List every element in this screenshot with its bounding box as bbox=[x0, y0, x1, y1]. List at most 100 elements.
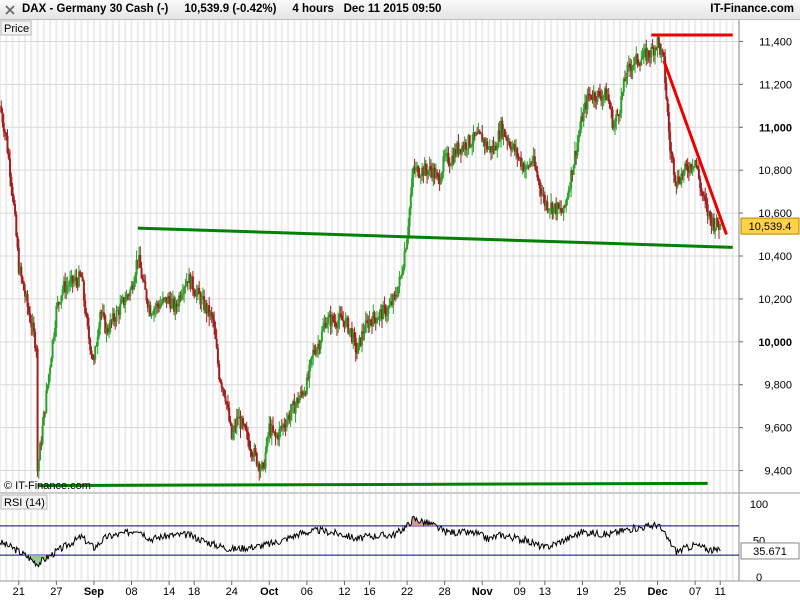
candle-body bbox=[454, 149, 457, 155]
x-tick-label: Nov bbox=[472, 586, 494, 598]
x-axis-labels: 21 27 Sep 08 14 18 24 Oct 06 12 16 22 28 Nov 09 13 19 25 D… bbox=[13, 581, 726, 598]
candle-body bbox=[24, 290, 27, 297]
candle-body bbox=[277, 435, 280, 440]
candle-body bbox=[99, 311, 102, 328]
candle-body bbox=[706, 204, 709, 216]
candle-body bbox=[426, 170, 429, 175]
candle-body bbox=[90, 350, 93, 355]
candle-body bbox=[521, 163, 524, 167]
candle-body bbox=[159, 304, 162, 309]
candle-body bbox=[610, 108, 613, 110]
candle-body bbox=[109, 320, 112, 332]
candle-body bbox=[667, 112, 670, 132]
candle-body bbox=[421, 167, 424, 177]
candle-body bbox=[402, 267, 405, 274]
axis-bg bbox=[739, 20, 800, 581]
brand-name: IT-Finance.com bbox=[710, 3, 794, 15]
candle-body bbox=[694, 160, 697, 167]
candle-body bbox=[225, 401, 228, 404]
candle-body bbox=[158, 305, 161, 309]
candle-body bbox=[155, 303, 158, 308]
candle-body bbox=[540, 188, 543, 196]
close-icon[interactable] bbox=[5, 5, 15, 15]
candle-body bbox=[384, 306, 387, 317]
candle-body bbox=[652, 48, 655, 56]
candle-body bbox=[695, 160, 698, 166]
candle-body bbox=[209, 312, 212, 317]
candle-body bbox=[537, 177, 540, 181]
candle-body bbox=[32, 322, 35, 332]
candle-body bbox=[92, 359, 95, 361]
rsi-line bbox=[0, 515, 721, 568]
y-tick-label: 10,800 bbox=[758, 165, 792, 177]
candle-body bbox=[91, 354, 94, 360]
candle-body bbox=[345, 317, 348, 319]
candle-body bbox=[250, 451, 253, 456]
candle-body bbox=[263, 463, 266, 469]
candle-body bbox=[596, 90, 599, 102]
candle-body bbox=[5, 132, 8, 136]
candle-body bbox=[506, 137, 509, 142]
candle-body bbox=[332, 315, 335, 321]
candle-body bbox=[657, 37, 660, 44]
candle-body bbox=[613, 121, 616, 128]
candle-body bbox=[145, 289, 148, 301]
candle-body bbox=[566, 197, 569, 201]
candle-body bbox=[486, 141, 489, 150]
x-tick-label: 08 bbox=[125, 586, 137, 598]
candle-body bbox=[293, 401, 296, 414]
candle-body bbox=[586, 93, 589, 110]
candle-body bbox=[606, 94, 609, 101]
candle-body bbox=[151, 314, 154, 316]
candle-body bbox=[141, 278, 144, 280]
candle-body bbox=[515, 148, 518, 152]
candle-body bbox=[57, 302, 60, 304]
candle-body bbox=[600, 96, 603, 101]
candle-body bbox=[329, 314, 332, 327]
candle-body bbox=[319, 341, 322, 350]
candle-body bbox=[313, 349, 316, 353]
candle-body bbox=[76, 281, 79, 287]
candle-body bbox=[333, 320, 336, 322]
candle-body bbox=[146, 300, 149, 308]
candle-body bbox=[214, 327, 217, 340]
y-tick-label: 9,600 bbox=[764, 423, 792, 435]
candle-body bbox=[262, 462, 265, 464]
candle-body bbox=[79, 271, 82, 276]
candle-body bbox=[451, 155, 454, 166]
candle-body bbox=[338, 313, 341, 321]
candle-body bbox=[320, 330, 323, 342]
x-tick-label: 27 bbox=[50, 586, 62, 598]
candle-body bbox=[247, 431, 250, 441]
candle-body bbox=[710, 216, 713, 227]
x-tick-label: 13 bbox=[539, 586, 551, 598]
candle-body bbox=[323, 322, 326, 327]
candle-body bbox=[55, 306, 58, 328]
candle-body bbox=[627, 63, 630, 65]
candle-body bbox=[641, 56, 644, 60]
candle-body bbox=[511, 146, 514, 151]
candle-body bbox=[516, 148, 519, 158]
candle-body bbox=[591, 98, 594, 100]
candle-body bbox=[25, 294, 28, 297]
candle-body bbox=[45, 390, 48, 413]
candle-body bbox=[423, 163, 426, 176]
candle-body bbox=[30, 322, 33, 328]
candle-body bbox=[110, 320, 113, 322]
candle-body bbox=[188, 274, 191, 283]
candle-body bbox=[357, 343, 360, 354]
candle-body bbox=[287, 415, 290, 421]
candle-body bbox=[556, 203, 559, 215]
candle-body bbox=[128, 295, 131, 297]
candle-body bbox=[186, 281, 189, 283]
x-tick-label: 22 bbox=[401, 586, 413, 598]
candle-body bbox=[89, 338, 92, 351]
chart-title: DAX - Germany 30 Cash (-) 10,539.9 (-0.4… bbox=[22, 3, 442, 15]
candle-body bbox=[517, 157, 520, 159]
candle-body bbox=[654, 47, 657, 56]
candle-body bbox=[36, 399, 39, 433]
candle-body bbox=[598, 91, 601, 97]
candle-body bbox=[386, 313, 389, 317]
candle-body bbox=[175, 303, 178, 307]
candle-body bbox=[230, 423, 233, 439]
